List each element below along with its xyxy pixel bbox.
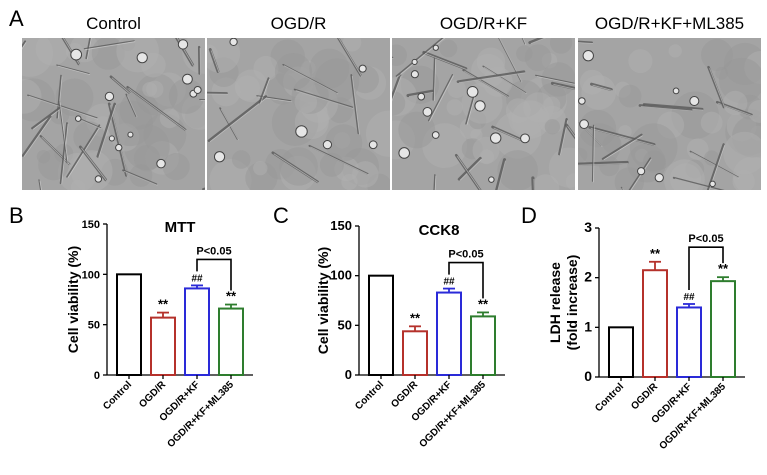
panel-c-letter: C	[273, 203, 289, 228]
image-label-ogdr-kf-ml385: OGD/R+KF+ML385	[594, 14, 745, 33]
y-tick-label: 100	[330, 268, 352, 283]
y-tick-label: 50	[338, 317, 352, 332]
significance-mark: **	[410, 310, 421, 325]
panel-d-letter: D	[521, 203, 537, 228]
bar	[676, 306, 702, 378]
significance-mark: **	[478, 296, 489, 311]
bar	[150, 316, 176, 377]
y-tick-label: 1	[584, 318, 592, 334]
chart-title: MTT	[165, 219, 196, 236]
x-tick-label: OGD/R+KF+ML385	[417, 379, 488, 450]
y-tick-label: 150	[82, 219, 100, 231]
comparison-label: P<0.05	[196, 245, 231, 257]
x-tick-label: OGD/R	[629, 381, 661, 413]
x-tick-label: OGD/R+KF+ML385	[165, 379, 236, 450]
micrograph-ogdr-kf-ml385	[578, 38, 761, 190]
micrograph-ogdr	[207, 38, 390, 190]
comparison-bracket	[196, 258, 232, 291]
chart-ldh: LDH release (fold increase) 0 1 2 3 Control ** O…	[547, 219, 745, 452]
significance-mark: **	[226, 289, 237, 304]
y-tick-label: 2	[584, 269, 592, 285]
significance-mark: **	[158, 297, 169, 312]
panel-a-letter: A	[9, 6, 24, 31]
y-axis-label: LDH release	[547, 262, 563, 343]
bar	[218, 307, 244, 376]
micrograph-control	[22, 38, 205, 190]
bar	[710, 280, 736, 378]
image-label-ogdr-kf: OGD/R+KF	[439, 14, 528, 33]
bar	[470, 315, 496, 376]
bar	[436, 291, 462, 376]
y-tick-label: 50	[88, 320, 100, 332]
image-label-control: Control	[86, 14, 141, 33]
y-tick-label: 150	[330, 218, 352, 233]
panel-b-letter: B	[9, 203, 24, 228]
significance-mark: **	[650, 246, 661, 261]
x-tick-label: Control	[593, 381, 626, 414]
comparison-label: P<0.05	[688, 233, 723, 245]
x-tick-label: Control	[101, 379, 134, 412]
y-axis-label: (fold increase)	[564, 255, 580, 351]
x-tick-label: Control	[353, 379, 386, 412]
significance-mark: ##	[191, 273, 203, 284]
bar	[184, 287, 210, 376]
significance-mark: ##	[443, 277, 455, 288]
chart-title: CCK8	[419, 222, 460, 239]
y-tick-label: 0	[345, 367, 352, 382]
bar	[608, 326, 634, 379]
comparison-bracket	[448, 261, 484, 299]
chart-mtt: MTT Cell viability (%) 0 50 100 150 Control ** O…	[65, 219, 253, 450]
x-tick-label: OGD/R+KF+ML385	[657, 381, 728, 452]
significance-mark: ##	[683, 292, 695, 303]
chart-cck8: CCK8 Cell viability (%) 0 50 100 150 Control **…	[315, 218, 505, 450]
y-tick-label: 0	[584, 368, 592, 384]
comparison-bracket	[688, 246, 724, 290]
significance-mark: **	[718, 261, 729, 276]
x-tick-label: OGD/R	[389, 379, 421, 411]
image-label-ogdr: OGD/R	[270, 14, 327, 33]
bar	[116, 273, 142, 376]
comparison-label: P<0.05	[448, 249, 483, 261]
bar	[368, 274, 394, 376]
y-tick-label: 100	[82, 269, 100, 281]
y-axis-label: Cell viability (%)	[65, 246, 81, 353]
bar	[402, 330, 428, 376]
y-tick-label: 0	[94, 370, 100, 382]
y-tick-label: 3	[584, 219, 592, 235]
y-axis-label: Cell viability (%)	[315, 247, 331, 354]
bar	[642, 269, 668, 378]
micrograph-ogdr-kf	[392, 38, 575, 190]
x-tick-label: OGD/R	[137, 379, 169, 411]
